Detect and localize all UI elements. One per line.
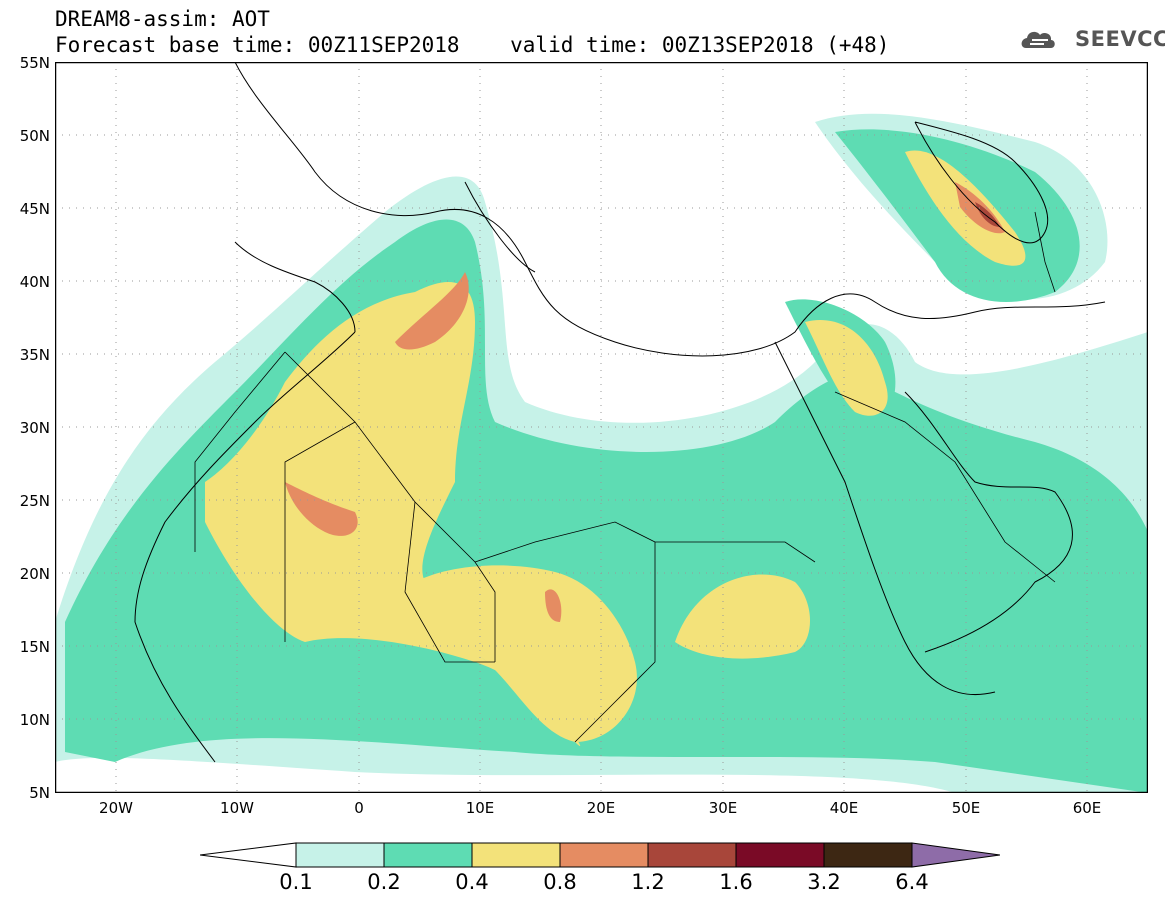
lon-label: 0 (354, 799, 364, 817)
logo-text: SEEVCCC (1075, 27, 1165, 51)
lon-label: 10W (220, 799, 254, 817)
chart-title: DREAM8-assim: AOT (55, 7, 270, 31)
lon-label: 20W (99, 799, 133, 817)
legend-swatch (471, 842, 561, 868)
country-borders (194, 211, 1056, 743)
legend-swatch (735, 842, 825, 868)
lon-label: 30E (708, 799, 738, 817)
aot-level-0.4-0.8 (205, 150, 1026, 746)
legend-label: 1.2 (631, 870, 665, 894)
cloud-icon (1021, 31, 1055, 48)
legend-swatch (647, 842, 737, 868)
lat-label: 40N (19, 273, 50, 291)
lat-label: 25N (19, 492, 50, 510)
lat-label: 50N (19, 127, 50, 145)
lat-label: 30N (19, 419, 50, 437)
legend-label: 1.6 (719, 870, 753, 894)
forecast-time-subtitle: Forecast base time: 00Z11SEP2018 valid t… (55, 33, 890, 57)
legend-swatch-below (200, 842, 297, 868)
lon-label: 40E (829, 799, 859, 817)
lat-label: 15N (19, 638, 50, 656)
legend-swatch (295, 842, 385, 868)
lat-label: 5N (29, 784, 50, 802)
legend-label: 6.4 (895, 870, 929, 894)
color-legend (200, 842, 1000, 868)
aot-map (55, 62, 1148, 793)
legend-swatch (383, 842, 473, 868)
legend-swatch-above (911, 842, 1000, 868)
legend-label: 3.2 (807, 870, 841, 894)
legend-swatch (559, 842, 649, 868)
lat-label: 55N (19, 54, 50, 72)
lat-label: 10N (19, 711, 50, 729)
lat-label: 20N (19, 565, 50, 583)
lon-label: 50E (951, 799, 981, 817)
lat-label: 35N (19, 346, 50, 364)
lon-label: 10E (465, 799, 495, 817)
lon-label: 20E (586, 799, 616, 817)
lon-label: 60E (1072, 799, 1102, 817)
lat-label: 45N (19, 200, 50, 218)
legend-label: 0.1 (279, 870, 313, 894)
legend-label: 0.4 (455, 870, 489, 894)
legend-label: 0.2 (367, 870, 401, 894)
coastlines (134, 62, 1106, 763)
graticule-grid (55, 62, 1148, 793)
legend-label: 0.8 (543, 870, 577, 894)
legend-swatch (823, 842, 913, 868)
